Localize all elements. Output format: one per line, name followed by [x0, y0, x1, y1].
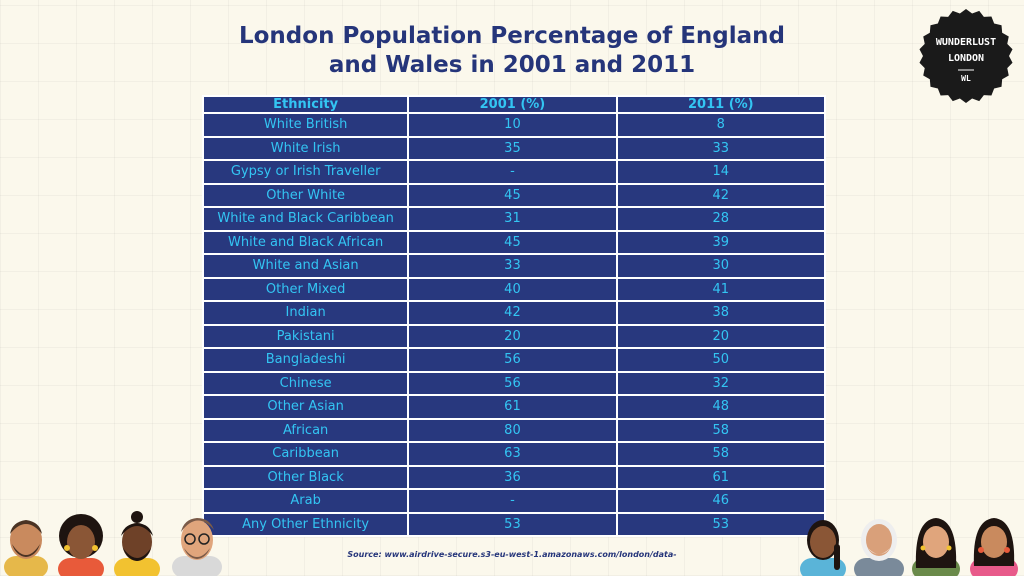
elder-man-icon [854, 519, 904, 576]
cell-2001: 56 [409, 372, 616, 394]
table-row: Other Mixed 40 41 [204, 278, 824, 300]
woman-earrings-icon [970, 518, 1018, 576]
cell-2011: 42 [617, 184, 824, 206]
page-title: London Population Percentage of England … [200, 22, 824, 80]
table-row: Any Other Ethnicity 53 53 [204, 513, 824, 535]
cell-2001: 40 [409, 278, 616, 300]
table-row: Chinese 56 32 [204, 372, 824, 394]
cell-2001: 10 [409, 114, 616, 136]
table-row: African 80 58 [204, 419, 824, 441]
cell-ethnicity: Gypsy or Irish Traveller [204, 161, 408, 183]
source-caption: Source: www.airdrive-secure.s3-eu-west-1… [347, 550, 677, 559]
cell-2011: 48 [617, 396, 824, 418]
cell-2001: - [409, 161, 616, 183]
table-row: White and Black African 45 39 [204, 231, 824, 253]
cell-2001: 20 [409, 325, 616, 347]
cell-2011: 8 [617, 114, 824, 136]
table-row: White and Black Caribbean 31 28 [204, 208, 824, 230]
title-line-1: London Population Percentage of England [238, 23, 786, 49]
cell-2001: 80 [409, 419, 616, 441]
cell-ethnicity: Any Other Ethnicity [204, 513, 408, 535]
cell-ethnicity: Other Mixed [204, 278, 408, 300]
cell-2011: 32 [617, 372, 824, 394]
woman-curly-hair-icon [58, 514, 104, 576]
table-row: White British 10 8 [204, 114, 824, 136]
cell-ethnicity: White and Asian [204, 255, 408, 277]
table-row: Pakistani 20 20 [204, 325, 824, 347]
table-row: Other Asian 61 48 [204, 396, 824, 418]
table-row: Arab -46 [204, 490, 824, 512]
cell-2001: 31 [409, 208, 616, 230]
cell-2011: 41 [617, 278, 824, 300]
man-with-bun-icon [114, 511, 160, 576]
people-illustrations-right [800, 518, 1018, 576]
table-row: Gypsy or Irish Traveller -14 [204, 161, 824, 183]
cell-ethnicity: Bangladeshi [204, 349, 408, 371]
cell-ethnicity: White and Black African [204, 231, 408, 253]
cell-2001: 45 [409, 231, 616, 253]
cell-ethnicity: Other White [204, 184, 408, 206]
people-illustrations-left [4, 511, 222, 576]
cell-ethnicity: Arab [204, 490, 408, 512]
header-2011: 2011 (%) [617, 97, 824, 112]
wunderlust-london-logo: WUNDERLUST LONDON WL [919, 9, 1013, 103]
cell-2001: 45 [409, 184, 616, 206]
cell-2001: 56 [409, 349, 616, 371]
header-ethnicity: Ethnicity [204, 97, 408, 112]
cell-ethnicity: White British [204, 114, 408, 136]
cell-ethnicity: Indian [204, 302, 408, 324]
cell-2011: 33 [617, 137, 824, 159]
cell-ethnicity: Pakistani [204, 325, 408, 347]
cell-2001: 36 [409, 466, 616, 488]
title-line-2: and Wales in 2001 and 2011 [328, 52, 696, 78]
cell-ethnicity: White and Black Caribbean [204, 208, 408, 230]
cell-2001: 42 [409, 302, 616, 324]
logo-mark: WL [961, 74, 971, 83]
cell-ethnicity: White Irish [204, 137, 408, 159]
woman-dark-hair-icon [912, 518, 960, 576]
man-with-beard-icon [4, 520, 48, 576]
cell-ethnicity: Other Black [204, 466, 408, 488]
logo-line-2: LONDON [948, 53, 984, 64]
table-row: Bangladeshi 56 50 [204, 349, 824, 371]
cell-ethnicity: Chinese [204, 372, 408, 394]
cell-2011: 58 [617, 443, 824, 465]
cell-ethnicity: Caribbean [204, 443, 408, 465]
cell-2011: 28 [617, 208, 824, 230]
cell-2011: 39 [617, 231, 824, 253]
table-body: White British 10 8 White Irish 35 33 Gypsy or … [204, 114, 824, 535]
table-row: Other Black 36 61 [204, 466, 824, 488]
man-with-glasses-icon [172, 518, 222, 576]
ethnicity-table-container: Ethnicity 2001 (%) 2011 (%) White Britis… [202, 95, 826, 537]
cell-2011: 38 [617, 302, 824, 324]
table-row: Indian 42 38 [204, 302, 824, 324]
ethnicity-table: Ethnicity 2001 (%) 2011 (%) White Britis… [202, 95, 826, 537]
cell-2011: 58 [617, 419, 824, 441]
cell-2011: 30 [617, 255, 824, 277]
cell-ethnicity: African [204, 419, 408, 441]
cell-2001: 61 [409, 396, 616, 418]
table-row: Other White 45 42 [204, 184, 824, 206]
cell-2011: 20 [617, 325, 824, 347]
logo-line-1: WUNDERLUST [936, 37, 996, 48]
cell-2001: 63 [409, 443, 616, 465]
logo-badge-shape [919, 9, 1013, 103]
table-row: Caribbean 63 58 [204, 443, 824, 465]
header-2001: 2001 (%) [409, 97, 616, 112]
woman-braids-icon [800, 520, 846, 576]
cell-2011: 46 [617, 490, 824, 512]
cell-ethnicity: Other Asian [204, 396, 408, 418]
cell-2001: 53 [409, 513, 616, 535]
cell-2001: 35 [409, 137, 616, 159]
table-header-row: Ethnicity 2001 (%) 2011 (%) [204, 97, 824, 112]
cell-2011: 53 [617, 513, 824, 535]
table-row: White and Asian 33 30 [204, 255, 824, 277]
cell-2011: 50 [617, 349, 824, 371]
cell-2011: 14 [617, 161, 824, 183]
cell-2001: - [409, 490, 616, 512]
table-row: White Irish 35 33 [204, 137, 824, 159]
cell-2011: 61 [617, 466, 824, 488]
cell-2001: 33 [409, 255, 616, 277]
